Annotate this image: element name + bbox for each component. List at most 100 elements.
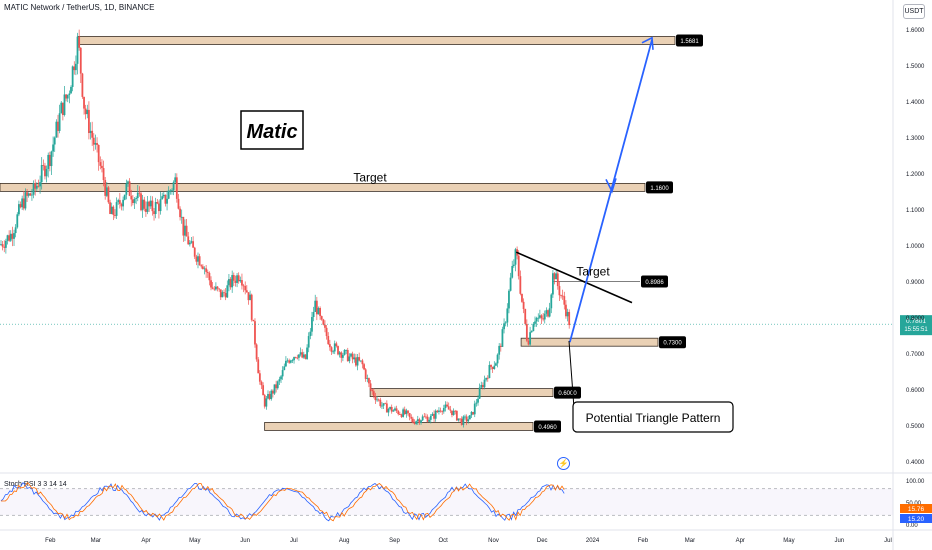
candle-body [175, 177, 178, 199]
candle-body [40, 165, 43, 183]
x-tick-label: Nov [488, 538, 499, 544]
candle-body [187, 236, 190, 245]
candle-body [504, 322, 507, 324]
x-tick-label: Feb [638, 538, 649, 544]
candle-body [65, 94, 68, 99]
candle-body [278, 379, 281, 382]
candle-body [436, 410, 439, 413]
candle-body [245, 290, 248, 293]
candle-body [44, 165, 46, 177]
candle-body [247, 292, 250, 301]
candle-body [237, 275, 240, 282]
candle-body [223, 292, 225, 294]
candle-body [63, 94, 66, 115]
candle-body [314, 300, 317, 312]
candle-body [91, 130, 94, 138]
candle-body [294, 357, 297, 358]
candle-body [369, 383, 372, 390]
candle-body [324, 324, 326, 328]
candle-body [201, 266, 204, 269]
candle-body [553, 273, 556, 280]
candle-body [534, 321, 536, 324]
candle-body [249, 294, 251, 301]
candle-body [105, 187, 108, 196]
candle-body [340, 352, 343, 358]
candle-body [273, 384, 276, 394]
candle-body [70, 86, 72, 94]
candle-body [359, 360, 362, 362]
candle-body [184, 225, 186, 236]
candle-body [188, 242, 191, 245]
candle-body [483, 379, 486, 388]
candle-body [506, 308, 509, 323]
rsi-k-value: 15.76 [908, 506, 925, 513]
lightning-icon[interactable]: ⚡ [557, 457, 570, 470]
candle-body [148, 201, 151, 207]
candle-body [174, 177, 177, 183]
candle-body [341, 354, 344, 358]
candle-body [480, 384, 483, 388]
candle-body [270, 390, 273, 400]
candle-body [141, 199, 144, 211]
candle-body [154, 202, 157, 215]
candle-body [330, 347, 333, 352]
candle-body [298, 354, 300, 358]
x-tick-label: Dec [537, 538, 548, 544]
candle-body [566, 311, 569, 317]
candle-body [61, 102, 64, 115]
candle-body [21, 198, 24, 208]
candle-body [102, 168, 105, 181]
candle-body [438, 410, 440, 413]
candle-body [200, 265, 203, 267]
candle-body [403, 409, 406, 415]
candle-body [385, 403, 388, 413]
candle-body [115, 202, 118, 216]
candle-body [203, 268, 206, 270]
candle-body [229, 279, 232, 288]
candle-body [118, 200, 121, 204]
candle-body [19, 204, 22, 208]
candle-body [498, 345, 501, 355]
candle-body [337, 346, 339, 355]
currency-button[interactable]: USDT [903, 4, 925, 19]
candle-body [550, 294, 553, 309]
candle-body [262, 385, 265, 396]
candle-body [351, 353, 354, 360]
candle-body [514, 249, 517, 265]
candle-body [55, 121, 58, 138]
y-tick-label: 1.3000 [906, 136, 925, 142]
candle-body [162, 194, 165, 197]
candle-body [468, 415, 471, 420]
candle-body [418, 419, 421, 423]
candle-body [293, 357, 295, 361]
candle-body [441, 411, 444, 413]
candle-body [123, 194, 126, 200]
candle-body [130, 195, 133, 200]
triangle-pattern-annotation: Potential Triangle Pattern [586, 411, 721, 425]
candle-body [11, 233, 14, 239]
candle-body [405, 410, 408, 415]
rsi-tick-label: 0.00 [906, 523, 918, 529]
candle-body [398, 414, 401, 415]
candle-body [27, 193, 30, 196]
candle-body [519, 276, 522, 294]
candle-body [221, 292, 224, 298]
level-price-tag [534, 420, 561, 433]
support-resistance-zone [0, 182, 646, 192]
candle-body [254, 321, 256, 345]
candle-body [548, 308, 551, 317]
candle-body [561, 295, 564, 297]
candle-body [304, 354, 307, 359]
x-tick-label: 2024 [586, 538, 600, 544]
candle-body [179, 208, 181, 218]
candle-body [416, 419, 419, 422]
candle-body [552, 273, 554, 295]
candle-body [366, 378, 369, 379]
candle-body [53, 137, 56, 145]
candle-body [319, 308, 321, 317]
candle-body [421, 416, 424, 421]
candle-body [286, 360, 289, 362]
candle-body [299, 352, 302, 355]
candle-body [332, 351, 335, 353]
